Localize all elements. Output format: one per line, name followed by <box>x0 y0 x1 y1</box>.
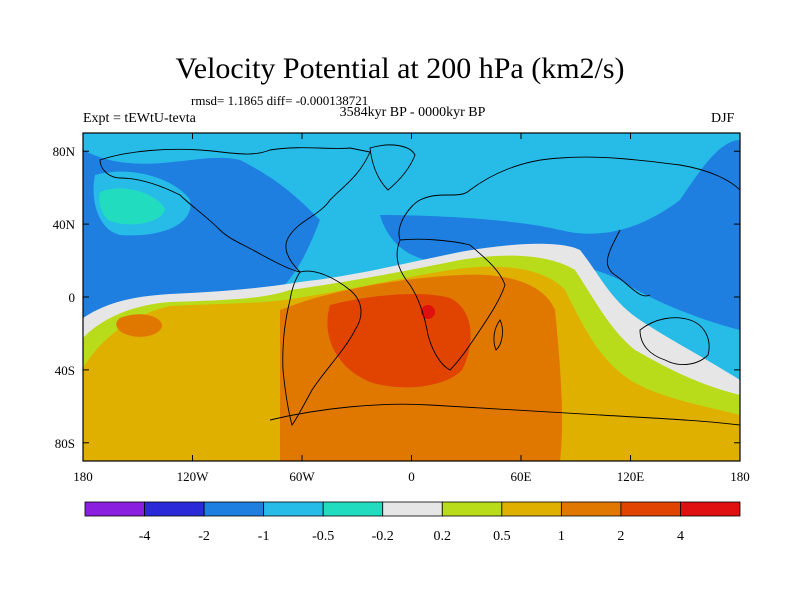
colorbar-swatch <box>382 501 443 517</box>
contour-field <box>83 133 740 461</box>
coastlines <box>99 144 740 426</box>
season-label: DJF <box>711 111 735 126</box>
colorbar: -4 -2 -1 -0.5 -0.2 0.2 0.5 1 2 4 <box>84 501 741 544</box>
y-tick-label: 80N <box>53 144 76 159</box>
x-tick-label: 180 <box>73 469 93 484</box>
x-tick-label: 180 <box>730 469 750 484</box>
colorbar-swatch <box>441 501 503 517</box>
coastline-europe-asia <box>398 156 740 297</box>
y-tick-label: 80S <box>55 436 75 451</box>
x-tick-label: 120W <box>177 469 210 484</box>
positive-maximum <box>421 305 435 319</box>
coastline-madagascar <box>493 319 503 351</box>
region-north-pacific-minus-02 <box>99 188 165 225</box>
colorbar-swatch <box>322 501 384 517</box>
x-tick-label: 60W <box>289 469 315 484</box>
experiment-label: Expt = tEWtU-tevta <box>83 111 196 126</box>
period-label: 3584kyr BP - 0000kyr BP <box>339 105 486 120</box>
coastline-south-america <box>282 270 362 426</box>
colorbar-label: -0.5 <box>312 529 334 544</box>
x-tick-label: 120E <box>617 469 645 484</box>
colorbar-label: 4 <box>677 529 684 544</box>
colorbar-label: 0.2 <box>434 529 452 544</box>
coastline-africa <box>396 238 506 371</box>
region-very-strong-positive <box>327 294 471 388</box>
stats-line: rmsd= 1.1865 diff= -0.000138721 <box>191 93 369 108</box>
coastline-north-america <box>99 147 371 273</box>
colorbar-swatch <box>263 501 324 517</box>
colorbar-label: 1 <box>558 529 565 544</box>
chart-title: Velocity Potential at 200 hPa (km2/s) <box>175 52 625 85</box>
colorbar-label: -0.2 <box>372 529 394 544</box>
y-tick-label: 40N <box>53 217 76 232</box>
map-axes: 180 120W 60W 0 60E 120E 180 80N 40N 0 40S 80S <box>53 133 750 484</box>
x-tick-label: 0 <box>408 469 415 484</box>
coastline-antarctica <box>269 403 740 426</box>
colorbar-swatch <box>203 501 265 517</box>
colorbar-swatch <box>144 501 205 517</box>
colorbar-swatch <box>620 501 681 517</box>
colorbar-swatch <box>560 501 622 517</box>
colorbar-label: -1 <box>258 529 270 544</box>
x-tick-label: 60E <box>511 469 532 484</box>
y-tick-label: 0 <box>69 290 76 305</box>
colorbar-label: -4 <box>139 529 151 544</box>
coastline-greenland <box>369 144 416 191</box>
colorbar-label: 2 <box>617 529 624 544</box>
y-tick-label: 40S <box>55 363 75 378</box>
colorbar-swatch <box>680 501 741 517</box>
coastline-australia <box>639 317 710 366</box>
region-south-pacific-positive <box>116 314 162 337</box>
colorbar-label: 0.5 <box>493 529 511 544</box>
colorbar-label: -2 <box>198 529 210 544</box>
colorbar-swatch <box>501 501 562 517</box>
region-eurasia-negative <box>380 140 740 330</box>
colorbar-swatch <box>84 501 145 517</box>
